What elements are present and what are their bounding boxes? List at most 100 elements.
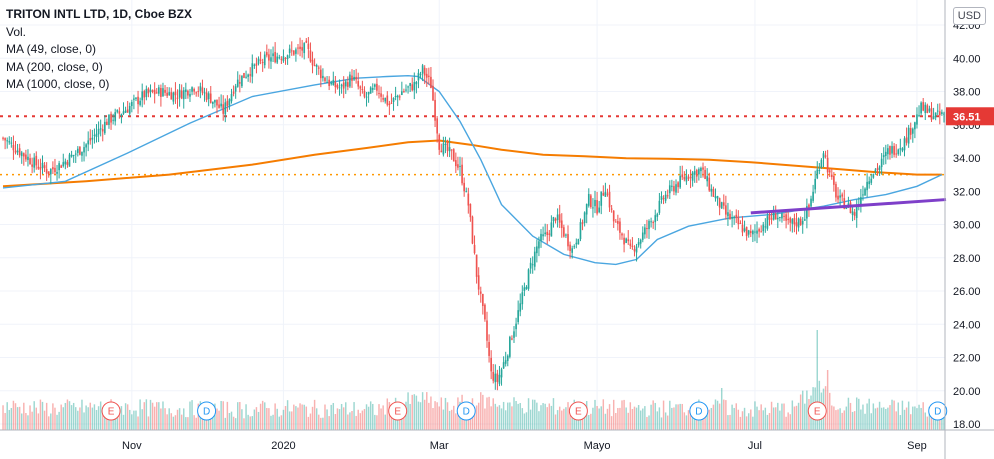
candle [664, 190, 667, 204]
candle [168, 87, 171, 96]
candle [625, 237, 627, 244]
candle [652, 220, 654, 229]
candle [855, 199, 858, 228]
candle-body [803, 219, 806, 221]
candle [629, 239, 632, 250]
volume-bar [583, 412, 586, 430]
candle-body [664, 194, 667, 201]
volume-bar [899, 415, 902, 430]
earnings-marker[interactable]: E [807, 401, 827, 421]
volume-bar [677, 404, 679, 430]
volume-bar [421, 392, 424, 430]
price-tick-label: 18.00 [953, 419, 981, 431]
volume-bar [785, 416, 787, 430]
candle-body [459, 165, 461, 167]
candle-body [847, 203, 850, 206]
candle-body [689, 176, 692, 179]
candle-body [83, 147, 85, 153]
candle [278, 54, 281, 60]
candle-body [301, 47, 303, 51]
candle [149, 84, 152, 98]
dividend-marker[interactable]: D [197, 401, 217, 421]
candle-body [527, 269, 530, 289]
candle [444, 136, 447, 154]
candle-body [677, 182, 679, 188]
volume-bar [367, 406, 370, 430]
candle-body [837, 195, 839, 200]
candle [760, 225, 763, 233]
candle [143, 89, 146, 105]
volume-bar [353, 402, 355, 430]
volume-bar [129, 409, 131, 430]
volume-bar [847, 397, 850, 430]
volume-bar [158, 402, 160, 430]
candle [683, 171, 686, 182]
candle-body [587, 193, 590, 206]
candle [536, 239, 538, 263]
volume-bar [384, 414, 386, 430]
volume-bar [669, 400, 671, 430]
volume-bar [922, 402, 924, 430]
candle [135, 96, 137, 102]
candle-body [145, 88, 148, 97]
candle-body [274, 51, 276, 63]
volume-bar [488, 396, 490, 430]
candle [249, 67, 252, 83]
candle [282, 49, 285, 63]
volume-bar [475, 405, 478, 430]
candle-body [691, 172, 694, 181]
volume-bar [386, 398, 389, 430]
volume-bar [914, 406, 916, 430]
candle-body [671, 185, 673, 187]
volume-bar [12, 400, 15, 430]
candle [58, 160, 60, 179]
candle-body [714, 196, 717, 199]
candle-body [887, 148, 889, 155]
candle [336, 83, 339, 90]
candle [114, 108, 117, 126]
candle-body [332, 79, 335, 86]
candle [556, 208, 559, 228]
dividend-marker[interactable]: D [928, 401, 948, 421]
volume-bar [934, 414, 937, 430]
candle-body [762, 224, 765, 232]
candle-body [270, 57, 272, 62]
price-tick-label: 34.00 [953, 153, 981, 165]
candle-body [799, 218, 802, 226]
candle-body [893, 146, 895, 155]
candle-body [606, 193, 609, 195]
candle [157, 84, 160, 97]
candle [631, 237, 634, 250]
volume-bar [160, 408, 162, 430]
earnings-marker[interactable]: E [101, 401, 121, 421]
candle-body [317, 67, 320, 69]
dividend-marker[interactable]: D [689, 401, 709, 421]
candle [459, 156, 461, 177]
volume-bar [648, 415, 650, 430]
candle [259, 51, 262, 65]
candle-body [392, 97, 395, 102]
candle-body [49, 169, 52, 175]
candle-body [841, 194, 844, 197]
candle-body [810, 198, 812, 207]
candle [120, 113, 123, 124]
price-axis: 18.00 20.00 22.00 24.00 26.00 28.00 30.00 32.00… [953, 20, 981, 431]
candle-body [533, 251, 536, 267]
volume-bar [97, 406, 100, 430]
candle [502, 356, 505, 369]
volume-bar [878, 401, 881, 430]
currency-button[interactable]: USD [952, 7, 986, 25]
candle [639, 238, 642, 249]
earnings-marker[interactable]: E [568, 401, 588, 421]
dividend-marker[interactable]: D [456, 401, 476, 421]
candle [895, 144, 898, 158]
candle-body [704, 169, 706, 179]
earnings-marker[interactable]: E [388, 401, 408, 421]
candles [2, 37, 945, 391]
volume-bar [901, 400, 904, 430]
candle [463, 177, 465, 197]
candle [207, 91, 210, 107]
volume-bar [118, 408, 121, 430]
candle [222, 95, 225, 121]
